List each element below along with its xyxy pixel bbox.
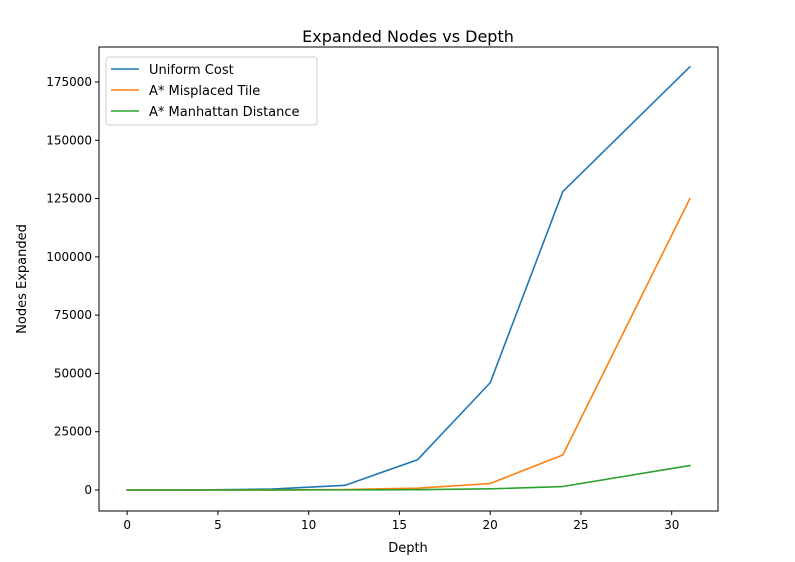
series-line-1 (126, 65, 691, 491)
series-line-3 (126, 464, 691, 491)
x-axis-label: Depth (388, 541, 428, 556)
chart-title: Expanded Nodes vs Depth (302, 27, 514, 46)
x-tick-label: 20 (483, 518, 498, 532)
y-axis-ticks: 0 25000 50000 75000 100000 125000 150000 175000 (46, 75, 99, 497)
x-tick-label: 15 (392, 518, 407, 532)
y-tick-label: 75000 (54, 308, 92, 322)
x-tick-label: 0 (123, 518, 131, 532)
x-tick-label: 5 (214, 518, 222, 532)
y-tick-label: 100000 (46, 250, 92, 264)
plot-area (98, 46, 719, 512)
legend-box (105, 56, 318, 126)
series-line-2 (126, 197, 691, 491)
legend-label-1: Uniform Cost (149, 63, 234, 78)
x-tick-label: 10 (301, 518, 316, 532)
series-lines (126, 65, 691, 491)
legend-label-3: A* Manhattan Distance (149, 105, 300, 120)
y-tick-label: 0 (84, 483, 92, 497)
y-tick-label: 175000 (46, 75, 92, 89)
y-tick-label: 25000 (54, 425, 92, 439)
y-tick-label: 50000 (54, 366, 92, 380)
x-axis-ticks: 0 5 10 15 20 25 30 (123, 511, 679, 532)
y-tick-label: 125000 (46, 192, 92, 206)
y-axis-label: Nodes Expanded (15, 224, 30, 334)
legend: Uniform Cost A* Misplaced Tile A* Manhatta… (105, 56, 318, 126)
legend-label-2: A* Misplaced Tile (149, 84, 260, 99)
x-tick-label: 30 (664, 518, 679, 532)
x-tick-label: 25 (573, 518, 588, 532)
y-tick-label: 150000 (46, 133, 92, 147)
